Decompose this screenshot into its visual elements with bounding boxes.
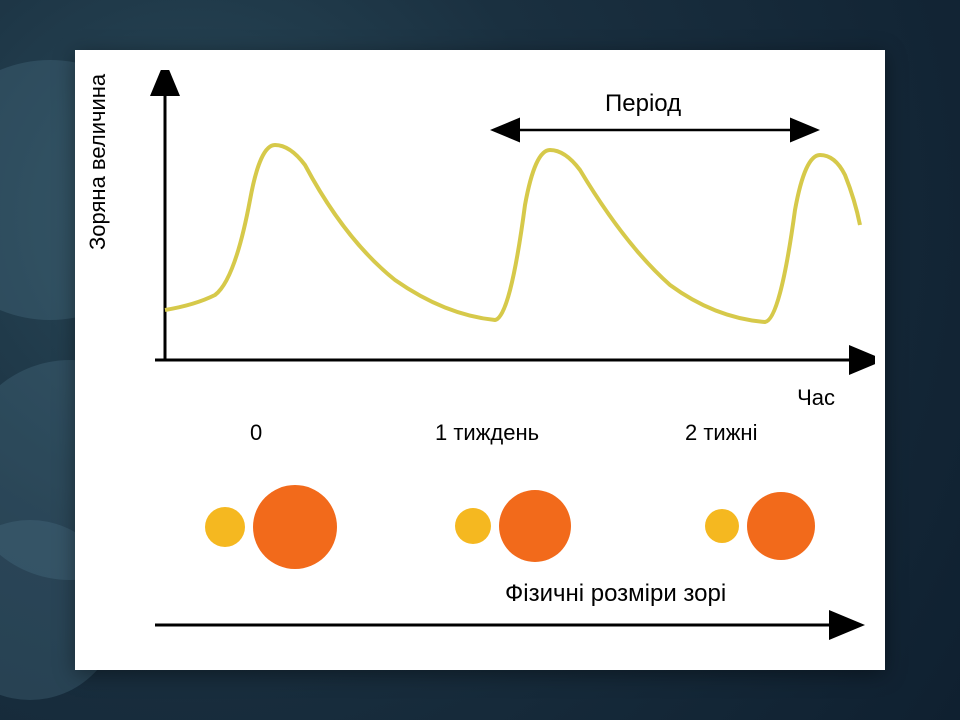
tick-0: 0 (250, 420, 262, 446)
diagram-panel: Зоряна величина Період Час 0 1 тиждень 2 (75, 50, 885, 670)
star-pair-2 (705, 492, 815, 560)
star-pair-0 (205, 485, 337, 569)
x-axis-label: Час (797, 385, 835, 411)
tick-1: 1 тиждень (435, 420, 539, 446)
big-star-icon (253, 485, 337, 569)
tick-2: 2 тижні (685, 420, 757, 446)
star-pair-1 (455, 490, 571, 562)
big-star-icon (499, 490, 571, 562)
bottom-label: Фізичні розміри зорі (505, 580, 726, 608)
light-curve (165, 145, 860, 322)
y-axis-label: Зоряна величина (85, 74, 111, 250)
small-star-icon (205, 507, 245, 547)
chart-area: Період Час (135, 70, 855, 420)
period-label: Період (605, 90, 681, 118)
bottom-arrow-svg (95, 610, 895, 650)
big-star-icon (747, 492, 815, 560)
small-star-icon (455, 508, 491, 544)
small-star-icon (705, 509, 739, 543)
chart-svg (135, 70, 875, 380)
